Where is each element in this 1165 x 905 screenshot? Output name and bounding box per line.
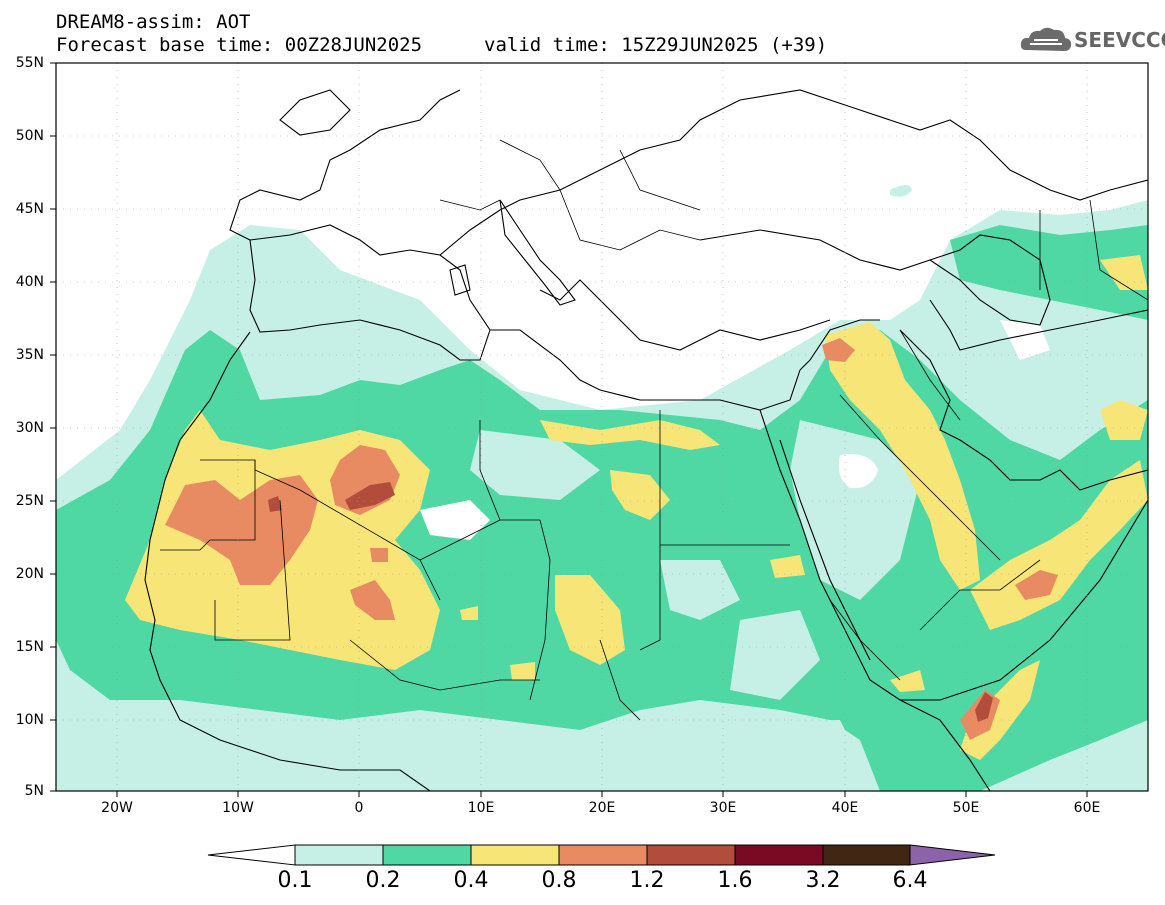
lat-label: 45N	[15, 201, 44, 217]
lat-label: 5N	[24, 783, 44, 799]
colorbar-segment-4	[558, 844, 648, 866]
colorbar-label: 1.6	[717, 868, 753, 893]
coastlines	[144, 89, 1148, 791]
lat-label: 35N	[15, 347, 44, 363]
axis-ticks	[50, 62, 1088, 797]
seevccc-logo: SEEVCCC	[1018, 22, 1165, 58]
map-title: DREAM8-assim: AOT	[56, 11, 251, 33]
colorbar-label: 3.2	[805, 868, 841, 893]
lon-label: 20W	[101, 800, 133, 816]
colorbar-label: 0.1	[277, 868, 313, 893]
colorbar-high-arrow	[909, 844, 996, 866]
lat-label: 30N	[15, 420, 44, 436]
cloud-icon	[1020, 27, 1072, 51]
aot-low-pockets	[470, 300, 1140, 791]
lat-label: 55N	[15, 55, 44, 71]
colorbar-segment-7	[822, 844, 911, 866]
valid-time: valid time: 15Z29JUN2025 (+39)	[484, 34, 828, 56]
lat-label: 40N	[15, 274, 44, 290]
colorbar-low-arrow	[207, 844, 296, 866]
lon-label: 50E	[952, 800, 980, 816]
logo-text: SEEVCCC	[1074, 28, 1165, 52]
lat-label: 50N	[15, 128, 44, 144]
aot-clear-pockets	[420, 320, 1050, 540]
colorbar-segment-2	[382, 844, 472, 866]
colorbar-label: 0.4	[453, 868, 489, 893]
colorbar-label: 1.2	[629, 868, 665, 893]
forecast-base-time: Forecast base time: 00Z28JUN2025	[56, 34, 423, 56]
lon-label: 10E	[467, 800, 495, 816]
aot-field	[56, 63, 1148, 791]
lon-label: 60E	[1073, 800, 1101, 816]
lon-label: 10W	[222, 800, 254, 816]
lat-lon-grid	[56, 63, 1148, 791]
colorbar-segment-6	[734, 844, 824, 866]
lon-label: 20E	[588, 800, 616, 816]
colorbar-label: 6.4	[892, 868, 928, 893]
country-borders	[160, 139, 1148, 721]
aot-level-1.2	[268, 482, 993, 722]
lon-label: 40E	[831, 800, 859, 816]
lat-label: 20N	[15, 566, 44, 582]
lon-label: 30E	[709, 800, 737, 816]
colorbar	[207, 844, 996, 866]
colorbar-segment-3	[470, 844, 560, 866]
lat-label: 25N	[15, 493, 44, 509]
colorbar-label: 0.8	[541, 868, 577, 893]
colorbar-segment-1	[294, 844, 384, 866]
lat-label: 10N	[15, 712, 44, 728]
lat-label: 15N	[15, 639, 44, 655]
lon-label: 0	[354, 800, 364, 816]
colorbar-label: 0.2	[365, 868, 401, 893]
colorbar-segment-5	[646, 844, 736, 866]
